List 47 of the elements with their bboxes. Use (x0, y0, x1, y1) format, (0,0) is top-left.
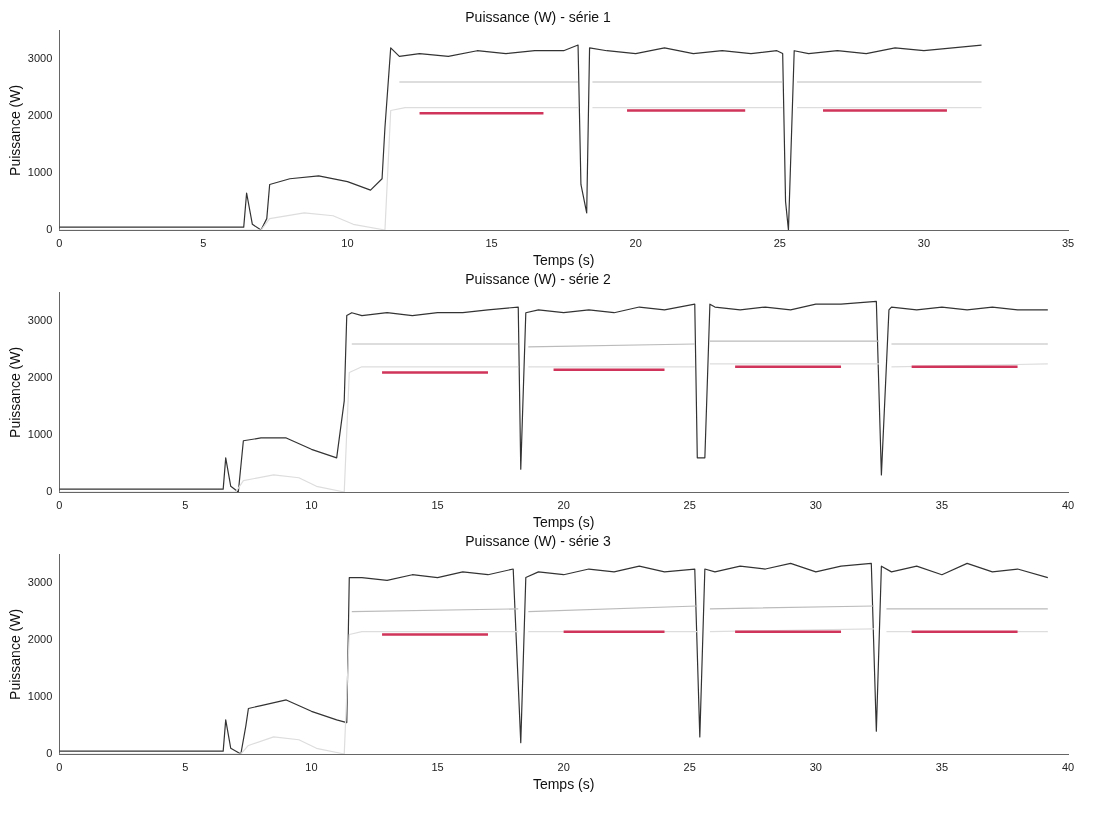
y-tick-label: 1000 (27, 166, 53, 179)
x-tick-label: 40 (1061, 498, 1075, 511)
x-tick-label: 20 (557, 498, 570, 511)
x-tick-label: 15 (485, 236, 498, 249)
x-tick-label: 30 (809, 498, 822, 511)
x-tick-label: 0 (56, 236, 63, 249)
y-axis-title: Puissance (W) (7, 346, 24, 438)
y-axis-title: Puissance (W) (7, 84, 24, 176)
y-tick-label: 0 (46, 747, 53, 760)
x-tick-label: 5 (182, 760, 189, 773)
x-axis-title: Temps (s) (532, 252, 595, 269)
x-tick-label: 25 (683, 760, 696, 773)
y-tick-label: 0 (46, 485, 53, 498)
chart-title: Puissance (W) - série 3 (465, 533, 611, 550)
x-tick-label: 20 (557, 760, 570, 773)
x-axis-title: Temps (s) (532, 514, 595, 531)
y-tick-label: 1000 (27, 428, 53, 441)
y-axis-title: Puissance (W) (7, 608, 24, 700)
x-tick-label: 35 (935, 498, 949, 511)
y-tick-label: 2000 (27, 633, 53, 646)
x-tick-label: 0 (56, 760, 63, 773)
x-tick-label: 35 (935, 760, 949, 773)
y-tick-label: 3000 (27, 576, 53, 589)
y-tick-label: 1000 (27, 690, 53, 703)
y-tick-label: 2000 (27, 371, 53, 384)
y-tick-label: 0 (46, 223, 53, 236)
x-tick-label: 15 (431, 760, 444, 773)
x-tick-label: 15 (431, 498, 444, 511)
x-tick-label: 25 (683, 498, 696, 511)
y-tick-label: 3000 (27, 52, 53, 65)
x-tick-label: 20 (629, 236, 642, 249)
x-tick-label: 5 (200, 236, 207, 249)
x-tick-label: 10 (305, 498, 318, 511)
x-tick-label: 10 (305, 760, 318, 773)
x-tick-label: 30 (917, 236, 931, 249)
x-tick-label: 35 (1061, 236, 1075, 249)
y-tick-label: 3000 (27, 314, 53, 327)
x-tick-label: 5 (182, 498, 189, 511)
x-tick-label: 10 (341, 236, 354, 249)
x-tick-label: 25 (773, 236, 786, 249)
x-axis-title: Temps (s) (532, 776, 595, 793)
x-tick-label: 40 (1061, 760, 1075, 773)
y-tick-label: 2000 (27, 109, 53, 122)
x-tick-label: 30 (809, 760, 822, 773)
x-tick-label: 0 (56, 498, 63, 511)
chart-title: Puissance (W) - série 1 (465, 9, 611, 26)
chart-title: Puissance (W) - série 2 (465, 271, 611, 288)
